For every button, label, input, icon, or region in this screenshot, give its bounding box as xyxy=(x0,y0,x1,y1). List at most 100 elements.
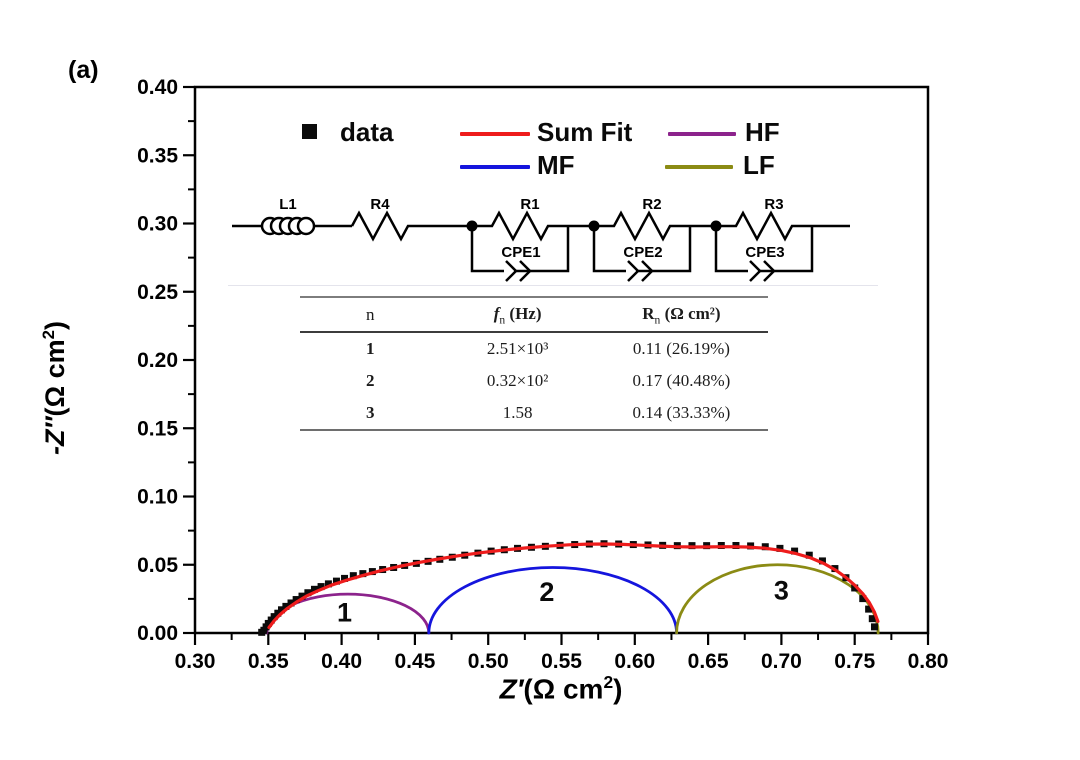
data-point xyxy=(277,606,285,614)
label-r4: R4 xyxy=(370,196,390,213)
table-cell: 2 xyxy=(365,371,375,391)
data-point xyxy=(270,613,278,621)
resistor-icon-r2 xyxy=(594,210,716,242)
legend-label-data: data xyxy=(340,117,394,147)
label-l1: L1 xyxy=(279,196,297,213)
data-point xyxy=(868,615,876,623)
table-header-row: n fn (Hz) Rn (Ω cm²) xyxy=(300,297,768,334)
arc-mf xyxy=(427,566,678,635)
circuit-node-dot xyxy=(588,220,600,232)
cpe2-branch xyxy=(592,226,692,273)
circuit-node-dot xyxy=(710,220,722,232)
resistor-icon-r4 xyxy=(350,210,472,242)
legend-swatch-sum-fit xyxy=(460,132,530,136)
arc-number-label: 1 xyxy=(337,598,352,628)
table-row: 1 2.51×10³ 0.11 (26.19%) xyxy=(300,332,768,365)
label-r2: R2 xyxy=(642,196,661,213)
data-point xyxy=(776,544,784,552)
label-r3: R3 xyxy=(764,196,783,213)
y-tick-label: 0.15 xyxy=(137,417,178,440)
legend-label-hf: HF xyxy=(745,117,780,147)
table-cell: 3 xyxy=(365,403,375,423)
legend-label-lf: LF xyxy=(743,150,775,180)
col-header-n: n xyxy=(300,297,441,334)
resistor-icon-r3 xyxy=(716,210,812,242)
table-cell: 0.17 (40.48%) xyxy=(632,371,731,391)
y-tick-label: 0.40 xyxy=(137,76,178,99)
data-point xyxy=(317,583,325,591)
cpe3-branch xyxy=(714,226,814,273)
legend-swatch-data xyxy=(302,124,317,139)
data-point xyxy=(359,570,367,578)
data-point xyxy=(805,551,813,559)
x-tick-label: 0.60 xyxy=(614,650,655,673)
label-cpe3: CPE3 xyxy=(745,244,784,261)
panel-label: (a) xyxy=(68,56,99,84)
data-point xyxy=(851,584,859,592)
cpe-icon-2 xyxy=(627,260,654,282)
col-header-rn: Rn (Ω cm²) xyxy=(594,297,768,334)
x-tick-label: 0.55 xyxy=(541,650,582,673)
y-tick-label: 0.00 xyxy=(137,622,178,645)
y-tick-label: 0.25 xyxy=(137,281,178,304)
table-cell: 0.11 (26.19%) xyxy=(632,339,730,359)
y-tick-label: 0.05 xyxy=(137,554,178,577)
arc-number-label: 2 xyxy=(539,577,554,607)
fit-parameters-table: n fn (Hz) Rn (Ω cm²) 1 2.51×10³ 0.11 (26.1… xyxy=(300,296,768,432)
inductor-icon xyxy=(260,216,316,236)
table-cell: 0.14 (33.33%) xyxy=(632,403,731,423)
data-point xyxy=(870,623,878,631)
x-tick-label: 0.40 xyxy=(321,650,362,673)
x-tick-label: 0.30 xyxy=(175,650,216,673)
label-r1: R1 xyxy=(520,196,539,213)
x-tick-label: 0.75 xyxy=(834,650,875,673)
table-cell: 2.51×10³ xyxy=(486,339,549,359)
table-cell: 1.58 xyxy=(502,403,533,423)
sum-fit-line xyxy=(267,542,880,630)
legend-swatch-mf xyxy=(460,165,530,169)
y-tick-label: 0.10 xyxy=(137,486,178,509)
data-point xyxy=(292,596,300,604)
data-point xyxy=(287,599,295,607)
x-axis-symbol: Z′ xyxy=(499,673,524,705)
resistor-icon-r1 xyxy=(472,210,594,242)
cpe-icon-1 xyxy=(505,260,532,282)
arc-number-label: 3 xyxy=(774,576,789,606)
x-tick-label: 0.35 xyxy=(248,650,289,673)
x-tick-label: 0.50 xyxy=(468,650,509,673)
data-point xyxy=(332,577,340,585)
label-cpe1: CPE1 xyxy=(501,244,540,261)
x-tick-label: 0.45 xyxy=(394,650,435,673)
table-row: 3 1.58 0.14 (33.33%) xyxy=(300,397,768,430)
data-point xyxy=(859,595,867,603)
y-tick-label: 0.35 xyxy=(137,144,178,167)
data-point xyxy=(818,557,826,565)
col-header-fn: fn (Hz) xyxy=(440,297,595,334)
cpe-icon-3 xyxy=(749,260,776,282)
x-tick-label: 0.65 xyxy=(688,650,729,673)
table-cell: 0.32×10² xyxy=(486,371,549,391)
legend-swatch-lf xyxy=(665,165,733,169)
x-axis-title: Z′(Ω cm2) xyxy=(499,672,623,705)
divider-line xyxy=(228,285,878,286)
x-tick-label: 0.80 xyxy=(908,650,949,673)
cpe1-branch xyxy=(470,226,570,273)
data-point xyxy=(298,592,306,600)
table-cell: 1 xyxy=(365,339,375,359)
y-tick-label: 0.20 xyxy=(137,349,178,372)
data-point xyxy=(304,589,312,597)
data-point xyxy=(282,602,290,610)
data-point xyxy=(349,572,357,580)
data-point xyxy=(274,609,282,617)
legend-label-sum-fit: Sum Fit xyxy=(537,117,633,147)
y-tick-label: 0.30 xyxy=(137,213,178,236)
circuit-node-dot xyxy=(466,220,478,232)
x-tick-label: 0.70 xyxy=(761,650,802,673)
data-point xyxy=(324,580,332,588)
table-row: 2 0.32×10² 0.17 (40.48%) xyxy=(300,365,768,397)
legend-swatch-hf xyxy=(668,132,736,136)
legend-label-mf: MF xyxy=(537,150,575,180)
label-cpe2: CPE2 xyxy=(623,244,662,261)
